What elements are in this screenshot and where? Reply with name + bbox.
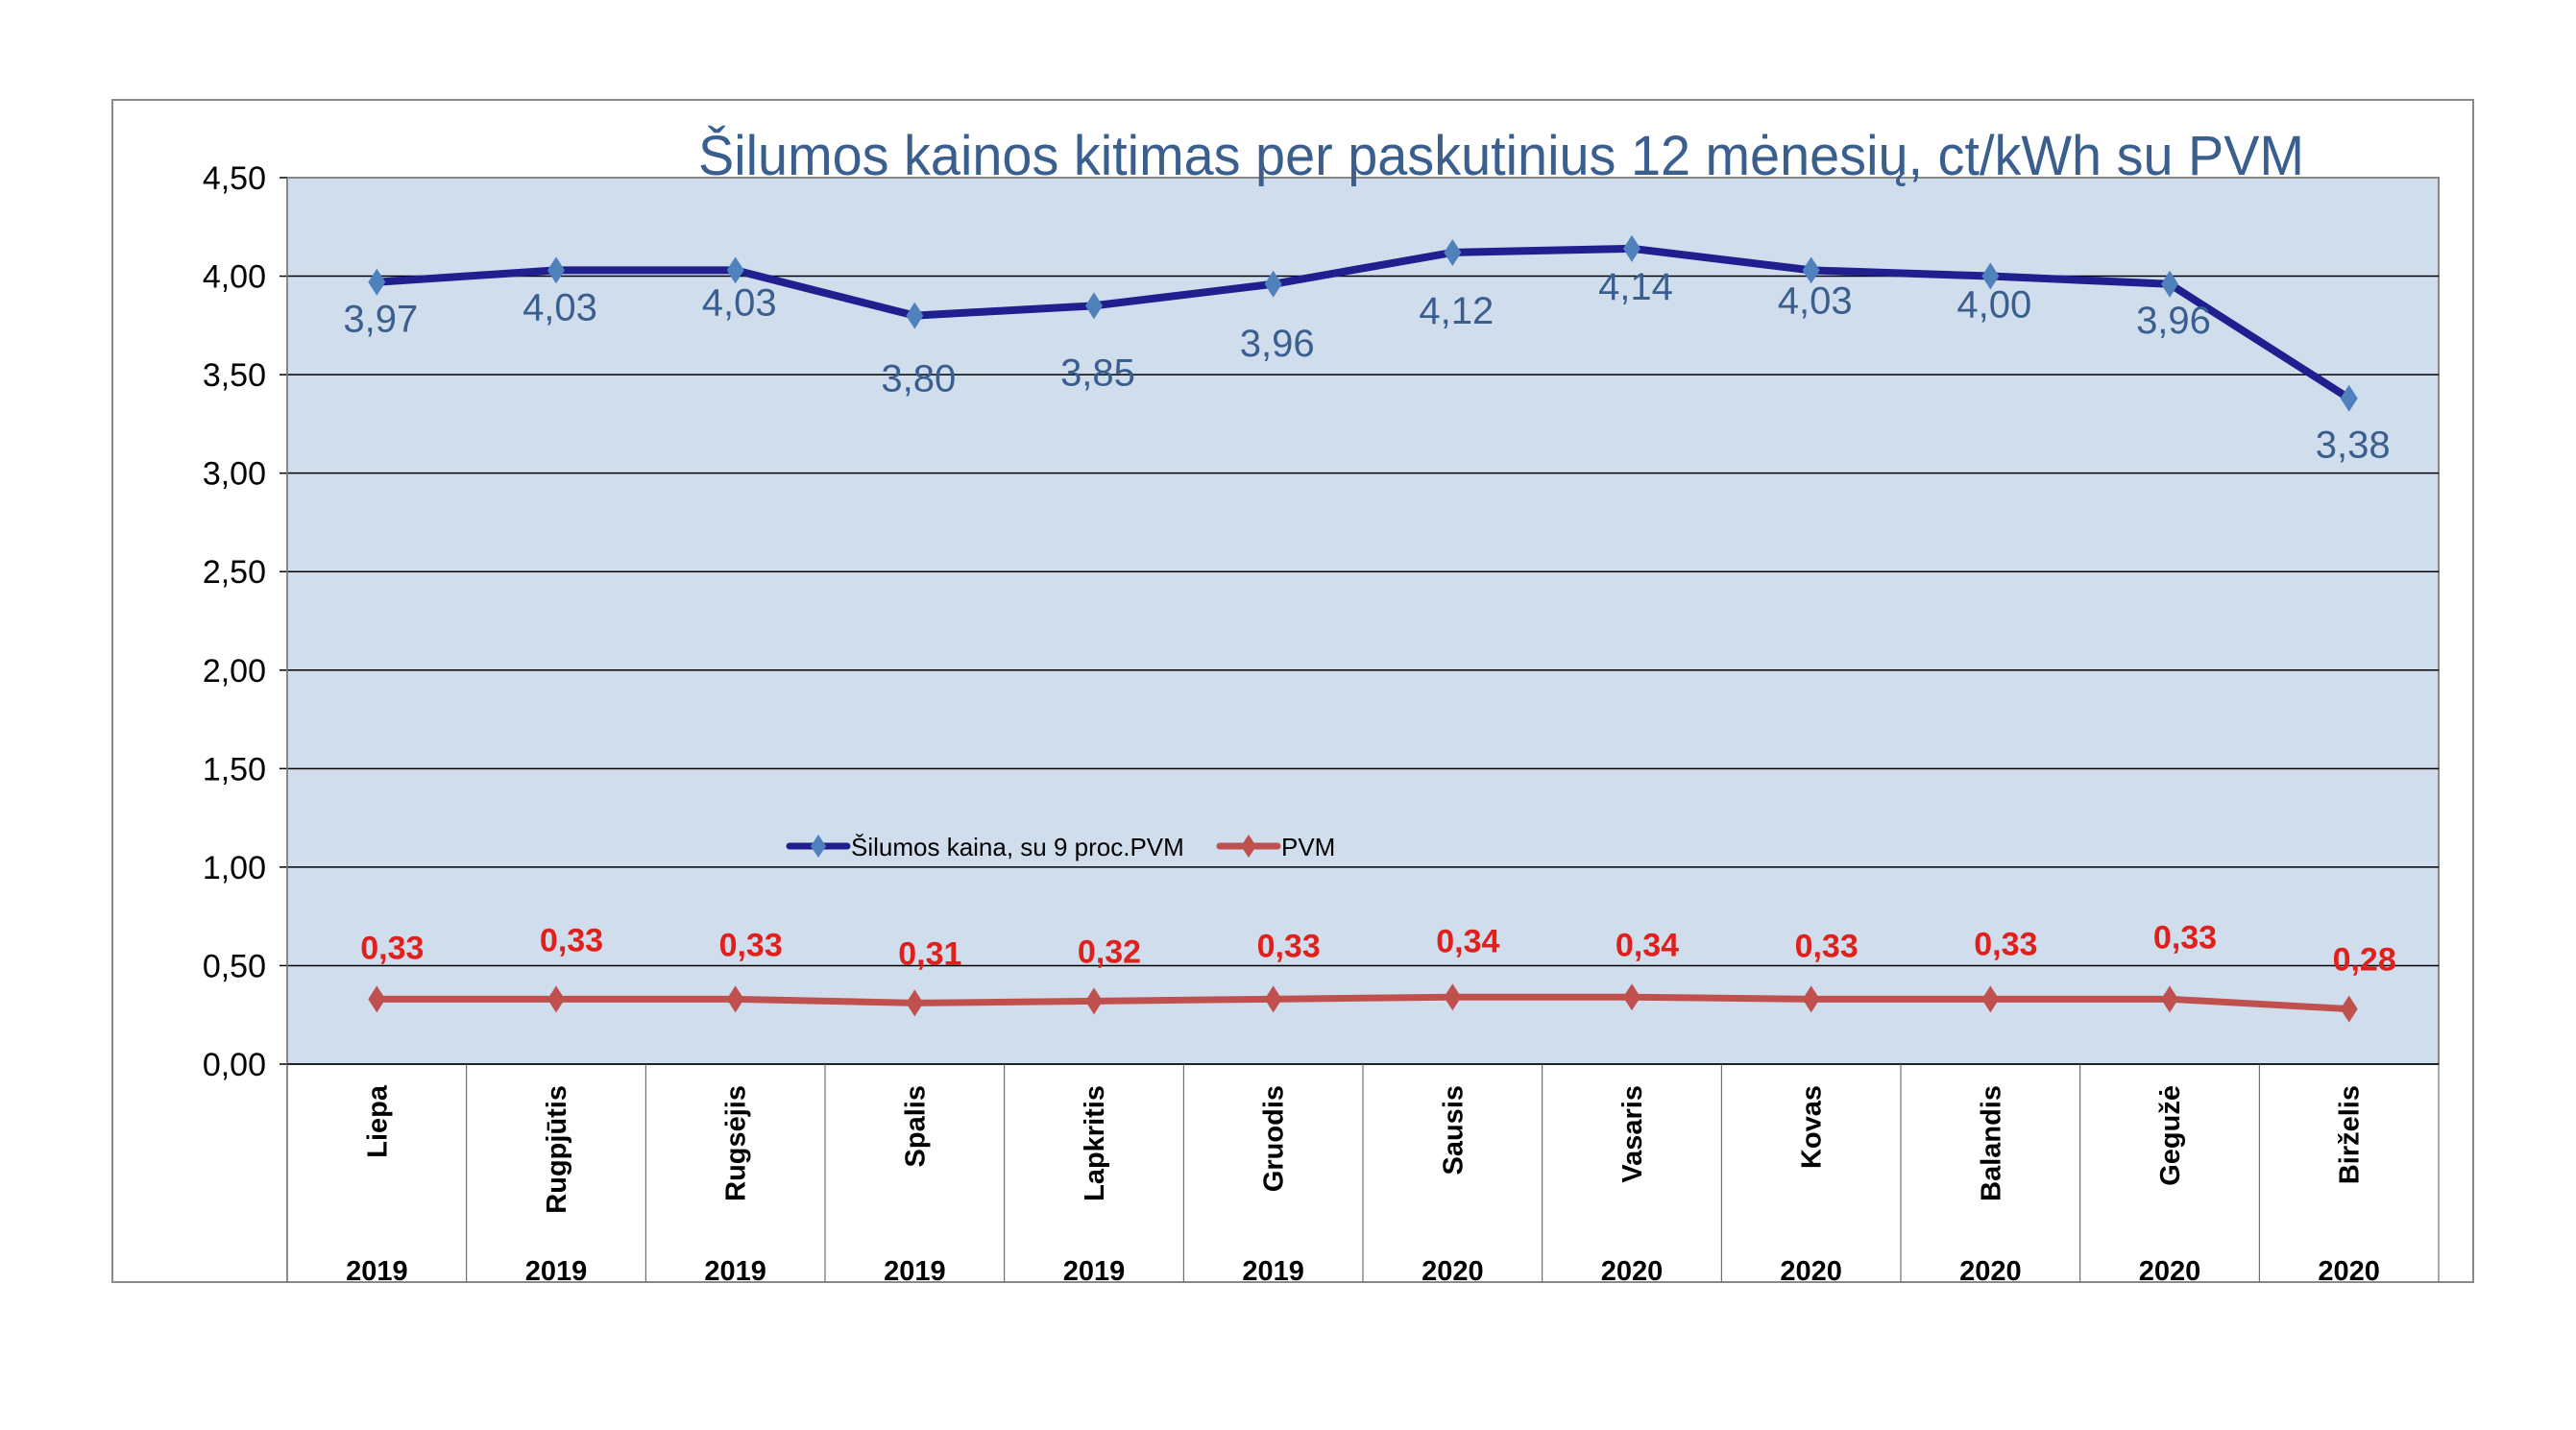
x-category-label: Rugpjūtis bbox=[542, 1085, 572, 1214]
series-line bbox=[377, 993, 2349, 1013]
x-category-label: Kovas bbox=[1797, 1085, 1828, 1169]
data-label: 0,32 bbox=[1078, 933, 1141, 970]
x-category-label: Balandis bbox=[1976, 1085, 2006, 1201]
data-point bbox=[1444, 238, 1462, 266]
y-tick-label: 0,00 bbox=[203, 1047, 266, 1083]
data-point bbox=[1085, 292, 1103, 320]
data-label: 0,28 bbox=[2333, 942, 2396, 979]
legend: Šilumos kaina, su 9 proc.PVM PVM bbox=[786, 833, 1335, 861]
data-label: 4,14 bbox=[1598, 266, 1673, 308]
data-point bbox=[1981, 985, 2000, 1013]
data-label: 4,03 bbox=[1778, 279, 1853, 322]
data-label: 3,38 bbox=[2316, 424, 2391, 467]
data-label: 4,00 bbox=[1956, 284, 2031, 327]
x-category-label: Birželis bbox=[2335, 1085, 2366, 1184]
data-label: 0,31 bbox=[898, 935, 961, 972]
x-category-label: Liepa bbox=[362, 1084, 393, 1158]
y-tick-label: 0,50 bbox=[203, 948, 266, 984]
data-point bbox=[1623, 234, 1640, 262]
x-category-label: Vasaris bbox=[1617, 1085, 1648, 1183]
data-label: 0,33 bbox=[1795, 928, 1859, 964]
x-year-label: 2020 bbox=[1601, 1256, 1664, 1287]
data-point bbox=[1264, 985, 1282, 1013]
data-point bbox=[1802, 256, 1820, 284]
data-label: 4,12 bbox=[1419, 290, 1494, 332]
data-label: 0,33 bbox=[2153, 919, 2217, 956]
x-category-label: Rugsėjis bbox=[721, 1085, 752, 1201]
data-label: 0,34 bbox=[1616, 927, 1679, 963]
data-label: 0,33 bbox=[1974, 926, 2037, 962]
y-tick-label: 3,00 bbox=[203, 456, 266, 493]
x-category-label: Gruodis bbox=[1259, 1085, 1290, 1192]
data-label: 3,85 bbox=[1060, 351, 1135, 394]
data-point bbox=[2340, 995, 2358, 1023]
data-point bbox=[1981, 262, 2000, 290]
legend-label: PVM bbox=[1281, 833, 1335, 861]
legend-marker bbox=[811, 835, 826, 858]
data-point bbox=[547, 256, 565, 284]
x-year-label: 2019 bbox=[884, 1256, 946, 1287]
data-label: 0,33 bbox=[719, 927, 783, 963]
data-point bbox=[2340, 384, 2358, 412]
data-label: 4,03 bbox=[522, 286, 597, 328]
data-point bbox=[547, 985, 565, 1013]
x-year-label: 2020 bbox=[1780, 1256, 1842, 1287]
x-category-label: Spalis bbox=[900, 1085, 931, 1167]
x-category-label: Gegužė bbox=[2155, 1085, 2186, 1186]
x-year-label: 2020 bbox=[2139, 1256, 2201, 1287]
data-label: 4,03 bbox=[702, 281, 777, 324]
x-year-label: 2020 bbox=[2318, 1256, 2380, 1287]
data-point bbox=[2161, 985, 2178, 1013]
data-label: 0,34 bbox=[1436, 923, 1499, 959]
data-label: 0,33 bbox=[540, 922, 603, 958]
y-tick-label: 4,50 bbox=[203, 160, 266, 197]
y-tick-label: 3,50 bbox=[203, 357, 266, 394]
data-point bbox=[1623, 983, 1640, 1011]
series-line bbox=[377, 244, 2351, 402]
legend-marker bbox=[1241, 835, 1256, 858]
data-label: 0,33 bbox=[1257, 928, 1321, 964]
data-point bbox=[906, 989, 924, 1017]
data-point bbox=[368, 268, 386, 296]
x-year-label: 2019 bbox=[525, 1256, 588, 1287]
legend-label: Šilumos kaina, su 9 proc.PVM bbox=[851, 833, 1184, 861]
data-label: 3,96 bbox=[2136, 300, 2211, 342]
x-year-label: 2020 bbox=[1959, 1256, 2022, 1287]
data-point bbox=[726, 985, 744, 1013]
data-point bbox=[906, 302, 924, 329]
chart-title: Šilumos kainos kitimas per paskutinius 1… bbox=[698, 125, 2304, 187]
data-point bbox=[2161, 270, 2178, 298]
y-tick-label: 2,50 bbox=[203, 554, 266, 591]
y-tick-label: 1,50 bbox=[203, 751, 266, 788]
data-label: 3,96 bbox=[1240, 323, 1315, 365]
data-point bbox=[1802, 985, 1820, 1013]
y-tick-label: 1,00 bbox=[203, 850, 266, 886]
data-label: 3,80 bbox=[881, 358, 956, 400]
x-category-label: Lapkritis bbox=[1080, 1085, 1110, 1201]
y-tick-label: 2,00 bbox=[203, 653, 266, 690]
data-point bbox=[368, 985, 386, 1013]
x-year-label: 2019 bbox=[1063, 1256, 1126, 1287]
y-tick-label: 4,00 bbox=[203, 259, 266, 296]
plot-area bbox=[286, 177, 2440, 1065]
data-label: 3,97 bbox=[343, 299, 418, 341]
data-label: 0,33 bbox=[360, 930, 424, 966]
data-point bbox=[1264, 270, 1282, 298]
data-point bbox=[1444, 983, 1462, 1011]
x-year-label: 2019 bbox=[1242, 1256, 1304, 1287]
x-year-label: 2020 bbox=[1422, 1256, 1484, 1287]
x-category-label: Sausis bbox=[1438, 1085, 1469, 1176]
data-point bbox=[1085, 987, 1103, 1015]
data-point bbox=[726, 256, 744, 284]
x-year-label: 2019 bbox=[704, 1256, 766, 1287]
x-year-label: 2019 bbox=[346, 1256, 408, 1287]
